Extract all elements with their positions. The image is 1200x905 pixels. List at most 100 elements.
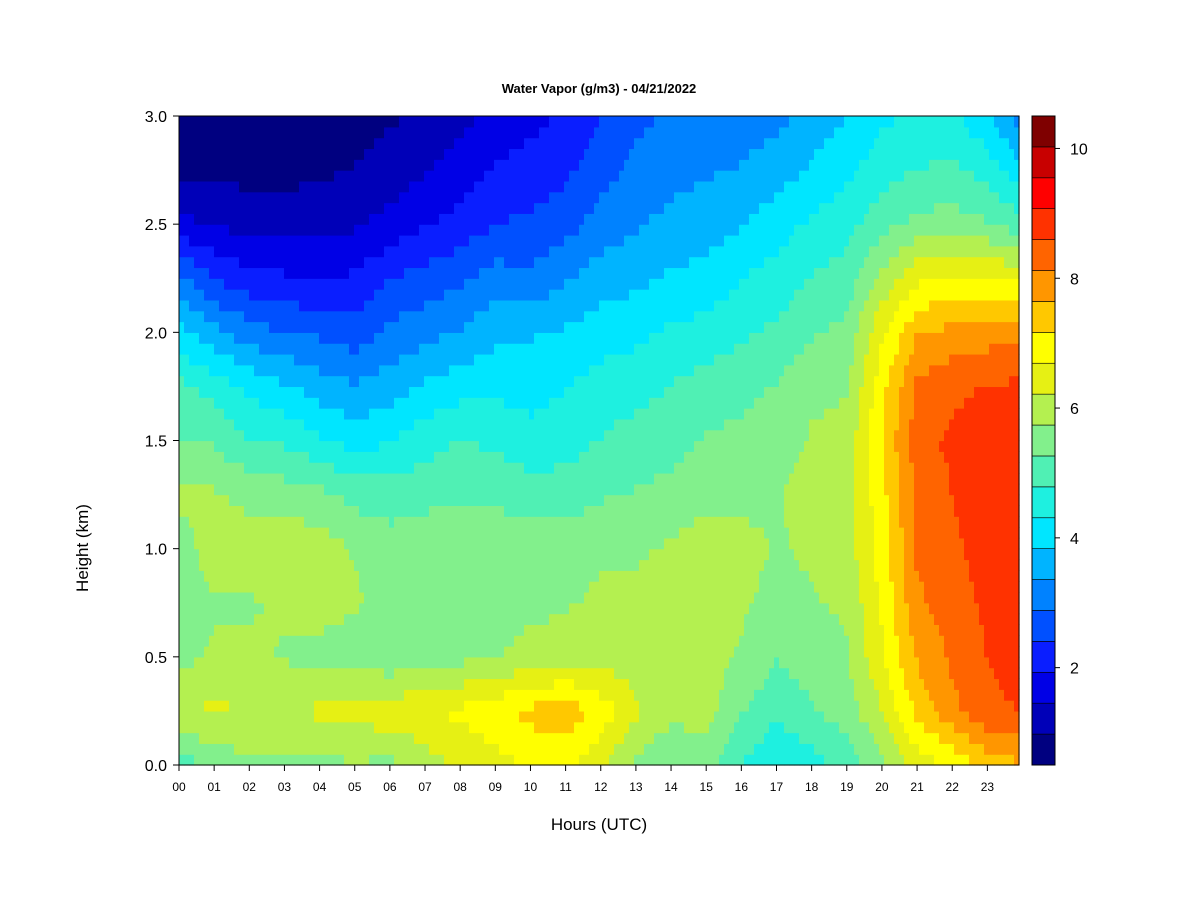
heatmap-cell [344,624,350,636]
heatmap-cell [469,602,475,615]
heatmap-cell [579,418,585,431]
heatmap-cell [584,278,590,290]
heatmap-cell [589,440,595,452]
heatmap-cell [259,375,265,388]
heatmap-cell [579,159,585,171]
heatmap-cell [334,591,340,604]
heatmap-cell [274,581,280,593]
heatmap-cell [229,278,235,290]
heatmap-cell [414,364,420,377]
heatmap-cell [559,408,565,420]
heatmap-cell [529,364,535,377]
heatmap-cell [249,548,255,561]
heatmap-cell [294,710,300,723]
heatmap-cell [234,754,240,766]
heatmap-cell [584,332,590,344]
heatmap-cell [199,591,205,604]
heatmap-cell [444,689,450,701]
heatmap-cell [269,689,275,701]
heatmap-cell [214,462,220,474]
heatmap-cell [219,602,225,615]
heatmap-cell [499,754,505,766]
heatmap-cell [279,321,285,333]
heatmap-cell [559,397,565,409]
heatmap-cell [444,353,450,366]
heatmap-cell [199,710,205,723]
heatmap-cell [529,234,535,247]
heatmap-cell [444,267,450,279]
heatmap-cell [374,418,380,431]
heatmap-cell [299,581,305,593]
heatmap-cell [504,299,510,312]
heatmap-cell [229,408,235,420]
heatmap-cell [274,386,280,398]
heatmap-cell [199,310,205,323]
heatmap-cell [364,159,370,171]
heatmap-cell [564,591,570,604]
heatmap-cell [569,721,575,734]
heatmap-cell [314,289,320,301]
heatmap-cell [414,116,420,128]
heatmap-cell [209,743,215,755]
heatmap-cell [389,548,395,561]
heatmap-cell [354,202,360,214]
heatmap-cell [209,678,215,690]
heatmap-cell [454,527,460,539]
heatmap-cell [399,581,405,593]
heatmap-cell [419,126,425,139]
heatmap-cell [484,700,490,712]
heatmap-cell [534,278,540,290]
heatmap-cell [229,137,235,150]
heatmap-cell [409,321,415,333]
heatmap-cell [249,667,255,680]
heatmap-cell [549,516,555,528]
heatmap-cell [274,353,280,366]
heatmap-cell [554,462,560,474]
heatmap-cell [234,332,240,344]
heatmap-cell [254,559,260,571]
heatmap-cell [399,310,405,323]
heatmap-cell [204,462,210,474]
heatmap-cell [564,721,570,734]
heatmap-cell [354,353,360,366]
heatmap-cell [574,310,580,323]
heatmap-cell [269,343,275,355]
heatmap-cell [469,180,475,193]
heatmap-cell [389,321,395,333]
heatmap-cell [264,191,270,204]
heatmap-cell [314,505,320,517]
heatmap-cell [439,191,445,204]
heatmap-cell [279,245,285,258]
heatmap-cell [399,343,405,355]
heatmap-cell [179,137,185,150]
heatmap-cell [449,299,455,312]
heatmap-cell [399,332,405,344]
heatmap-cell [579,559,585,571]
heatmap-cell [184,364,190,377]
heatmap-cell [244,267,250,279]
heatmap-cell [564,472,570,485]
heatmap-cell [574,245,580,258]
heatmap-cell [334,494,340,506]
heatmap-cell [409,505,415,517]
heatmap-cell [574,289,580,301]
heatmap-cell [259,278,265,290]
heatmap-cell [234,375,240,388]
heatmap-cell [344,191,350,204]
heatmap-cell [294,343,300,355]
heatmap-cell [284,667,290,680]
heatmap-cell [564,267,570,279]
heatmap-cell [309,721,315,734]
heatmap-cell [569,559,575,571]
heatmap-cell [299,440,305,452]
heatmap-cell [429,462,435,474]
heatmap-cell [279,483,285,496]
heatmap-cell [444,646,450,658]
heatmap-cell [474,440,480,452]
heatmap-cell [439,343,445,355]
heatmap-cell [209,721,215,734]
heatmap-cell [239,224,245,236]
heatmap-cell [529,602,535,615]
heatmap-cell [544,483,550,496]
heatmap-cell [274,732,280,744]
